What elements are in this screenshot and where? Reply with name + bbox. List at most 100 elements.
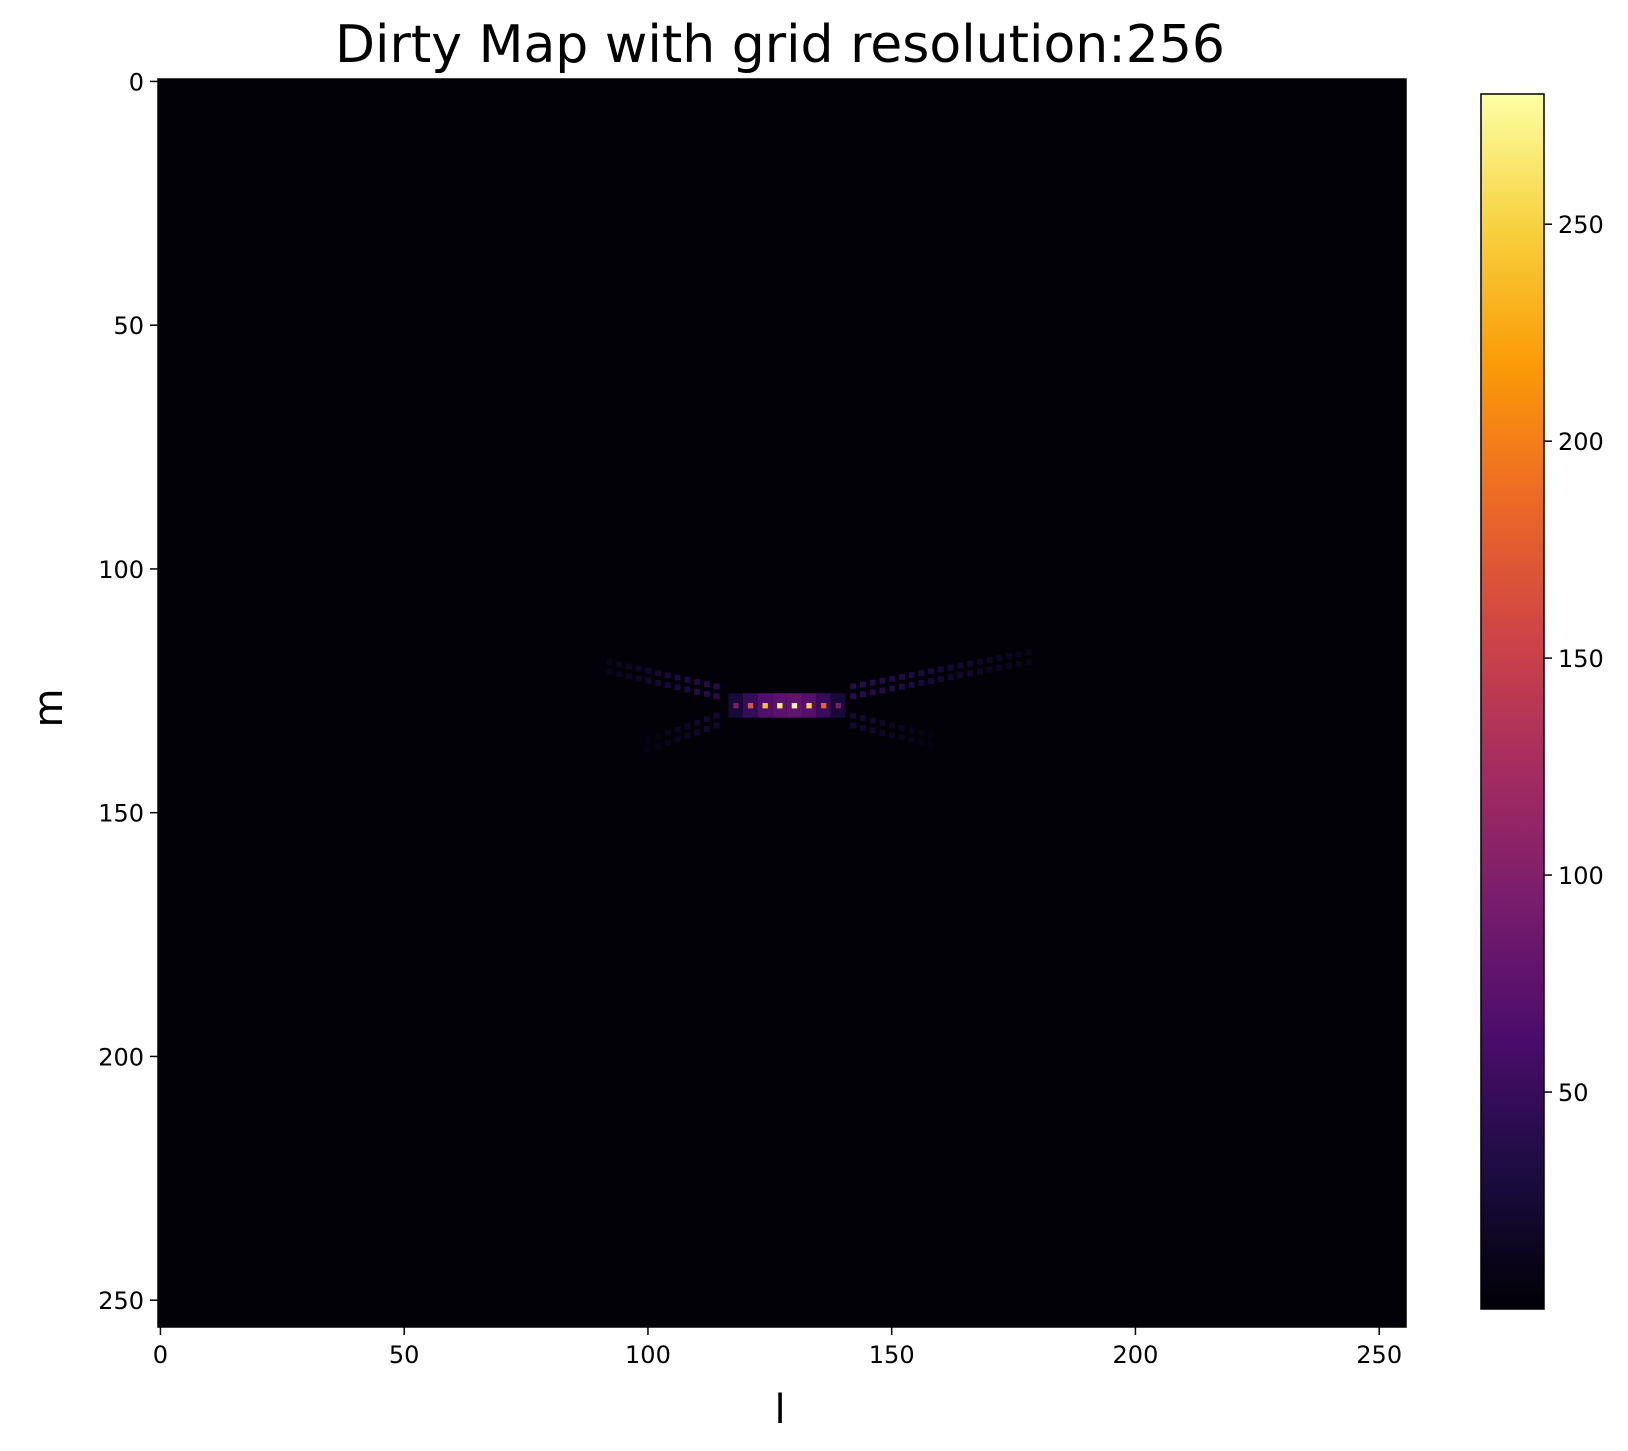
sidelobe-cell <box>947 664 954 671</box>
sidelobe-cell <box>655 733 662 740</box>
sidelobe-cell <box>928 742 935 748</box>
sidelobe-cell <box>655 743 662 750</box>
y-axis: 0 50 100 150 200 250 <box>98 68 158 1315</box>
y-tick-label: 200 <box>98 1043 144 1071</box>
sidelobe-cell <box>1016 661 1022 667</box>
peak-cell <box>777 703 783 709</box>
sidelobe-cell <box>938 676 944 683</box>
sidelobe-cell <box>899 734 905 741</box>
sidelobe-cell <box>665 730 671 737</box>
colorbar-tick-label: 250 <box>1558 211 1604 239</box>
peak-cell <box>835 703 841 709</box>
y-tick-label: 50 <box>113 312 144 340</box>
sidelobe-cell <box>986 666 993 673</box>
y-tick-label: 150 <box>98 800 144 828</box>
sidelobe-cell <box>850 683 857 690</box>
chart-title: Dirty Map with grid resolution:256 <box>335 15 1225 75</box>
sidelobe-cell <box>879 677 886 684</box>
y-tick-label: 250 <box>98 1287 144 1315</box>
sidelobe-cell <box>694 729 701 736</box>
sidelobe-cell <box>889 675 896 682</box>
sidelobe-cell <box>626 673 632 680</box>
sidelobe-cell <box>1025 649 1032 656</box>
sidelobe-cell <box>1006 653 1013 660</box>
sidelobe-cell <box>918 739 925 746</box>
sidelobe-cell <box>967 660 974 667</box>
y-tick-label: 0 <box>129 68 144 96</box>
sidelobe-cell <box>1025 659 1032 665</box>
sidelobe-cell <box>928 668 935 675</box>
sidelobe-cell <box>869 717 876 724</box>
sidelobe-cell <box>704 691 710 697</box>
sidelobe-cell <box>684 686 691 693</box>
peak-cell <box>791 703 798 709</box>
sidelobe-cell <box>665 672 671 679</box>
sidelobe-cell <box>889 722 896 729</box>
sidelobe-cell <box>704 681 710 688</box>
sidelobe-cell <box>860 691 866 698</box>
sidelobe-cell <box>860 715 866 722</box>
colorbar-tick-label: 50 <box>1558 1079 1589 1107</box>
sidelobe-cell <box>713 693 720 700</box>
sidelobe-cell <box>918 679 925 686</box>
sidelobe-cell <box>908 672 915 678</box>
colorbar-tick-label: 150 <box>1558 645 1604 673</box>
sidelobe-cell <box>684 723 691 730</box>
sidelobe-cell <box>626 663 632 670</box>
colorbar-gradient <box>1480 93 1545 1310</box>
sidelobe-cell <box>869 689 876 696</box>
peak-cell <box>821 703 827 709</box>
sidelobe-cell <box>606 668 613 675</box>
sidelobe-cell <box>889 685 896 692</box>
x-tick-label: 250 <box>1356 1341 1402 1369</box>
sidelobe-cell <box>713 722 720 729</box>
colorbar: 50 100 150 200 250 <box>1480 93 1604 1310</box>
sidelobe-cell <box>694 688 701 695</box>
sidelobe-cell <box>616 661 623 668</box>
sidelobe-cell <box>908 727 915 734</box>
sidelobe-cell <box>957 662 964 669</box>
y-tick-label: 100 <box>98 556 144 584</box>
sidelobe-cell <box>850 722 857 729</box>
sidelobe-cell <box>908 681 915 688</box>
sidelobe-cell <box>918 670 925 677</box>
x-tick-label: 50 <box>389 1341 420 1369</box>
sidelobe-cell <box>986 656 993 663</box>
sidelobe-cell <box>947 674 954 681</box>
sidelobe-cell <box>674 726 681 733</box>
sidelobe-cell <box>645 667 652 674</box>
sidelobe-cell <box>938 666 944 673</box>
plot-area <box>157 78 1407 1328</box>
sidelobe-cell <box>665 739 671 746</box>
sidelobe-cell <box>616 671 623 677</box>
sidelobe-cell <box>996 655 1003 661</box>
sidelobe-cell <box>606 659 613 665</box>
x-tick-label: 200 <box>1113 1341 1159 1369</box>
sidelobe-cell <box>879 687 886 694</box>
sidelobe-cell <box>645 746 652 753</box>
sidelobe-cell <box>1006 662 1013 669</box>
sidelobe-cell <box>635 675 642 682</box>
sidelobe-cell <box>918 729 925 736</box>
sidelobe-cell <box>1016 651 1022 658</box>
sidelobe-cell <box>665 682 671 689</box>
colorbar-tick-label: 100 <box>1558 862 1604 890</box>
x-axis-label: l <box>774 1387 785 1433</box>
sidelobe-cell <box>928 678 935 684</box>
x-axis: 0 50 100 150 200 250 <box>153 1327 1402 1369</box>
sidelobe-cell <box>655 670 662 677</box>
plot-frame <box>157 78 1407 1328</box>
sidelobe-cell <box>860 724 866 731</box>
sidelobe-cell <box>713 712 720 719</box>
x-tick-label: 100 <box>625 1341 671 1369</box>
peak-cell <box>747 703 754 709</box>
sidelobe-cell <box>704 716 710 723</box>
sidelobe-cell <box>869 727 876 734</box>
sidelobe-cell <box>899 674 905 680</box>
sidelobe-cell <box>899 724 905 731</box>
sidelobe-cell <box>889 732 896 739</box>
sidelobe-cell <box>928 732 935 739</box>
peak-cell <box>733 703 739 709</box>
sidelobe-cell <box>704 725 710 732</box>
